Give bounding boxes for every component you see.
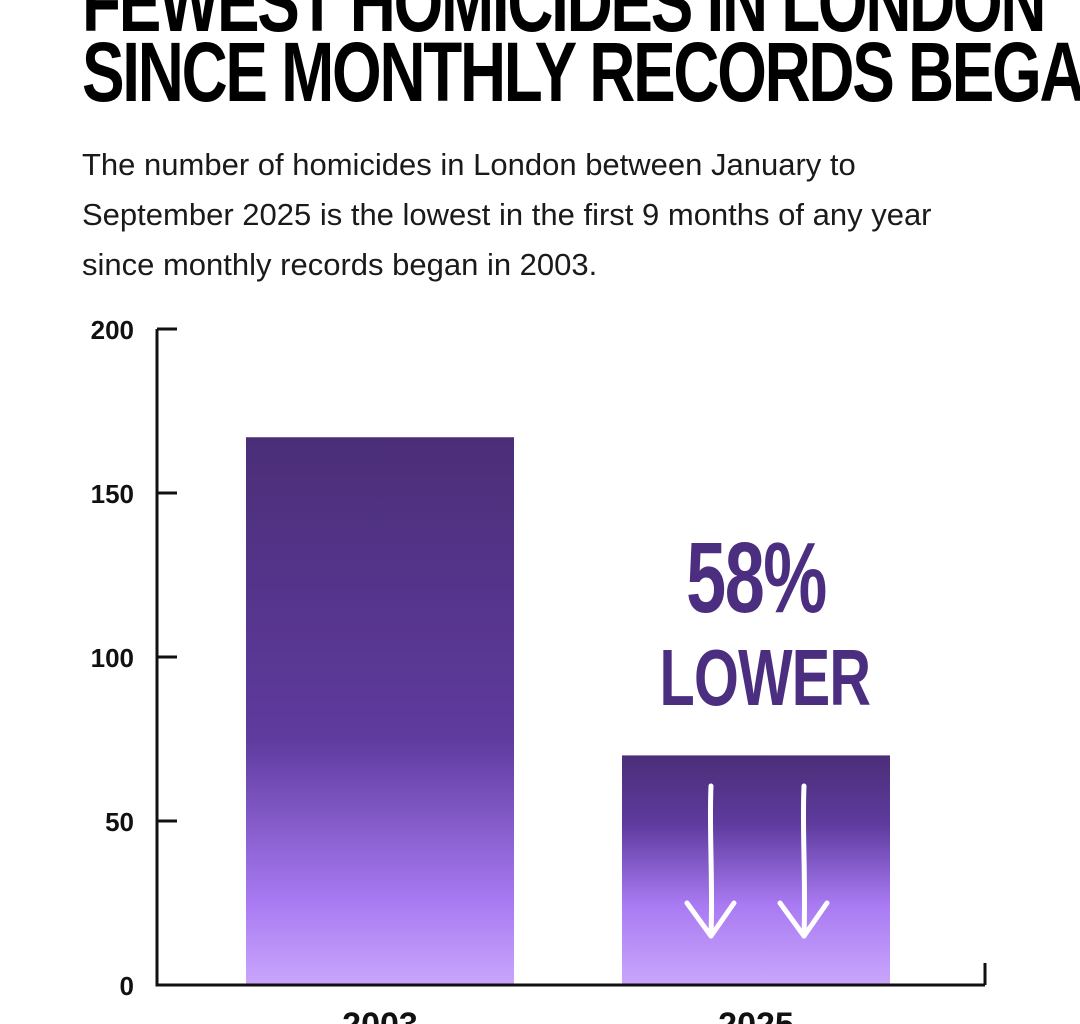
y-tick-label: 150 [91,479,134,509]
y-tick-label: 200 [91,315,134,345]
down-arrow-icon [777,783,830,939]
y-tick-label: 50 [105,807,134,837]
bar-2003 [246,437,514,985]
down-arrow-icon [684,783,737,939]
bar-2025 [622,755,890,985]
subtitle: The number of homicides in London betwee… [82,147,932,282]
x-tick-label: 2025 [718,1006,794,1024]
callout-label: LOWER [659,633,871,722]
y-tick-label: 0 [120,971,134,1001]
x-tick-label: 2003 [342,1006,418,1024]
callout-value: 58% [686,522,827,634]
y-tick-label: 100 [91,643,134,673]
